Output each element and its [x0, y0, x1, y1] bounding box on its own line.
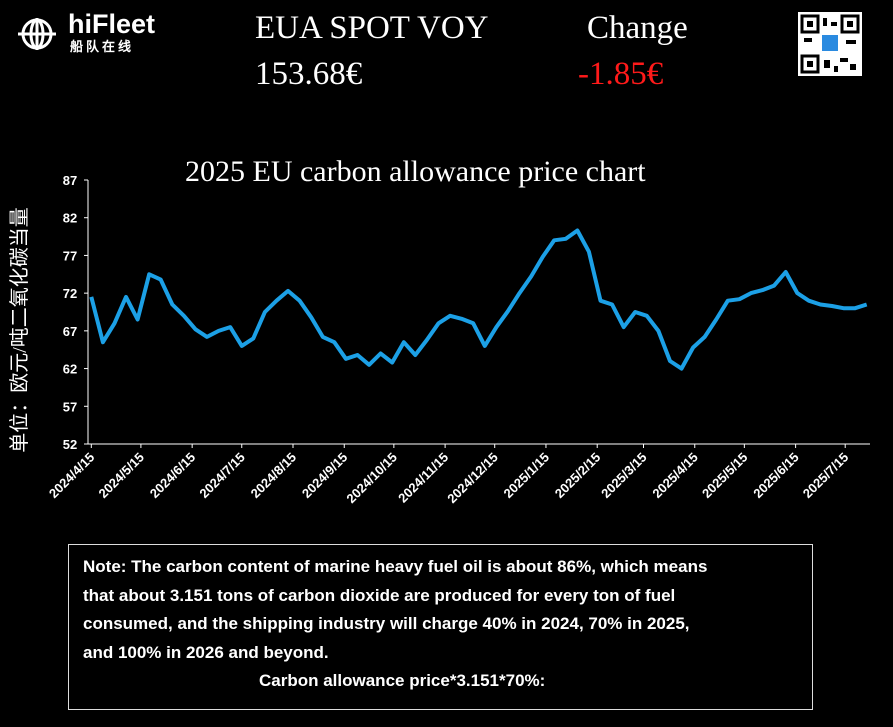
logo-icon — [18, 18, 56, 50]
x-tick-label: 2024/12/15 — [444, 450, 501, 507]
x-tick-label: 2024/5/15 — [96, 450, 148, 502]
note-line: that about 3.151 tons of carbon dioxide … — [83, 585, 676, 605]
note-line: Note: The carbon content of marine heavy… — [83, 557, 708, 576]
x-tick-label: 2024/9/15 — [299, 450, 351, 502]
x-tick-label: 2024/8/15 — [248, 450, 300, 502]
brand-sub: 船队在线 — [70, 39, 134, 54]
change-label: Change — [587, 10, 688, 46]
x-tick-label: 2024/7/15 — [196, 450, 248, 502]
x-tick-label: 2025/7/15 — [800, 450, 852, 502]
chart-title: 2025 EU carbon allowance price chart — [185, 155, 646, 188]
header-price: 153.68€ — [255, 56, 362, 92]
x-tick-label: 2025/1/15 — [501, 450, 553, 502]
x-tick-label: 2024/11/15 — [395, 450, 451, 506]
y-tick-label: 52 — [63, 437, 77, 452]
header-label: EUA SPOT VOY — [255, 10, 489, 46]
brand: hiFleet — [68, 9, 155, 39]
x-tick-label: 2025/5/15 — [699, 450, 751, 502]
y-axis-label: 单位：欧元/吨二氧化碳当量 — [8, 207, 31, 453]
y-tick-label: 67 — [63, 324, 77, 339]
y-tick-label: 77 — [63, 248, 77, 263]
note-formula: Carbon allowance price*3.151*70%: — [259, 671, 546, 690]
x-tick-label: 2025/3/15 — [598, 450, 650, 502]
y-tick-label: 82 — [63, 211, 77, 226]
price-line — [89, 228, 868, 371]
qr-code — [798, 12, 862, 76]
x-tick-label: 2024/6/15 — [147, 450, 199, 502]
note-line: and 100% in 2026 and beyond. — [83, 642, 329, 662]
note-line: consumed, and the shipping industry will… — [83, 614, 690, 633]
x-tick-label: 2025/6/15 — [750, 450, 802, 502]
x-tick-label: 2024/4/15 — [46, 450, 98, 502]
y-tick-label: 72 — [63, 286, 77, 301]
x-tick-label: 2025/4/15 — [649, 450, 701, 502]
x-tick-label: 2024/10/15 — [343, 450, 400, 507]
y-tick-label: 62 — [63, 362, 77, 377]
y-tick-label: 87 — [63, 173, 77, 188]
change-value: -1.85€ — [578, 56, 663, 92]
note-box: Note: The carbon content of marine heavy… — [68, 544, 813, 710]
y-tick-label: 57 — [63, 399, 77, 414]
x-tick-label: 2025/2/15 — [552, 450, 604, 502]
